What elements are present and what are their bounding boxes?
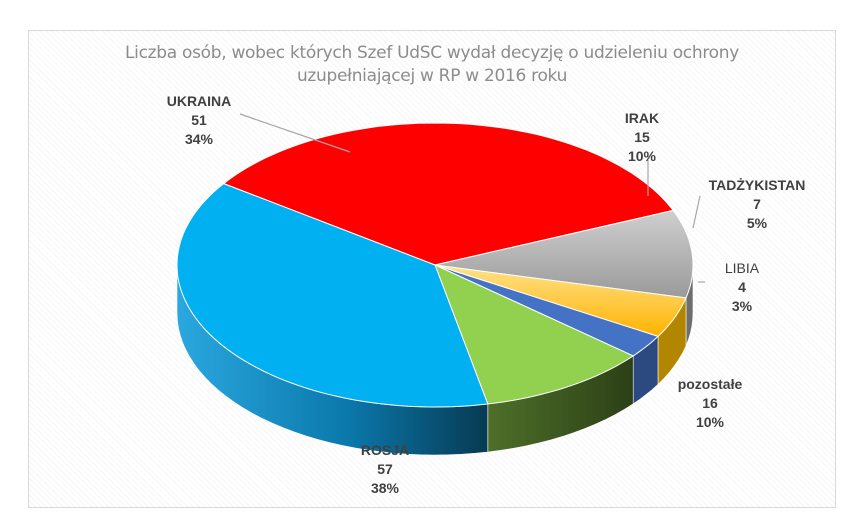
label-libia-name: LIBIA — [724, 260, 760, 276]
label-libia-value: 4 — [738, 279, 746, 295]
pie-slice-pozostałe — [434, 264, 635, 405]
label-tadzykistan-value: 7 — [753, 196, 761, 212]
pie-slice-rosja — [176, 183, 489, 408]
label-tadzykistan: TADŻYKISTAN 7 5% — [702, 176, 812, 233]
label-rosja-percent: 38% — [370, 480, 400, 496]
leader-line-2 — [692, 195, 701, 229]
chart-title-line-1: Liczba osób, wobec których Szef UdSC wyd… — [125, 43, 739, 63]
chart-title-line-2: uzupełniającej w RP w 2016 roku — [296, 66, 568, 86]
chart-title: Liczba osób, wobec których Szef UdSC wyd… — [28, 42, 836, 88]
label-irak-percent: 10% — [627, 148, 657, 164]
label-rosja-value: 57 — [377, 461, 393, 477]
label-pozostale: pozostałe 16 10% — [670, 375, 750, 432]
label-irak-name: IRAK — [624, 110, 660, 126]
leader-lines — [239, 113, 705, 283]
label-pozostale-value: 16 — [702, 395, 718, 411]
leader-line-0 — [239, 113, 351, 153]
label-tadzykistan-percent: 5% — [746, 215, 768, 231]
label-ukraina-value: 51 — [191, 112, 207, 128]
pie-slice-irak — [434, 209, 694, 299]
label-libia: LIBIA 4 3% — [712, 259, 772, 316]
label-tadzykistan-name: TADŻYKISTAN — [708, 177, 806, 193]
pie-slice-libia — [434, 264, 659, 357]
label-ukraina-name: UKRAINA — [166, 93, 232, 109]
pie-sides — [176, 264, 694, 456]
label-libia-percent: 3% — [731, 298, 753, 314]
label-ukraina-percent: 34% — [184, 131, 214, 147]
label-irak-value: 15 — [634, 129, 650, 145]
label-irak: IRAK 15 10% — [612, 109, 672, 166]
pie-slice-tadżykistan — [434, 264, 687, 337]
pie-slices — [176, 122, 694, 408]
label-pozostale-name: pozostałe — [677, 376, 743, 392]
pie-slice-ukraina — [222, 122, 675, 266]
label-rosja: ROSJA 57 38% — [350, 441, 420, 498]
label-pozostale-percent: 10% — [695, 414, 725, 430]
label-ukraina: UKRAINA 51 34% — [159, 92, 239, 149]
label-rosja-name: ROSJA — [360, 442, 410, 458]
